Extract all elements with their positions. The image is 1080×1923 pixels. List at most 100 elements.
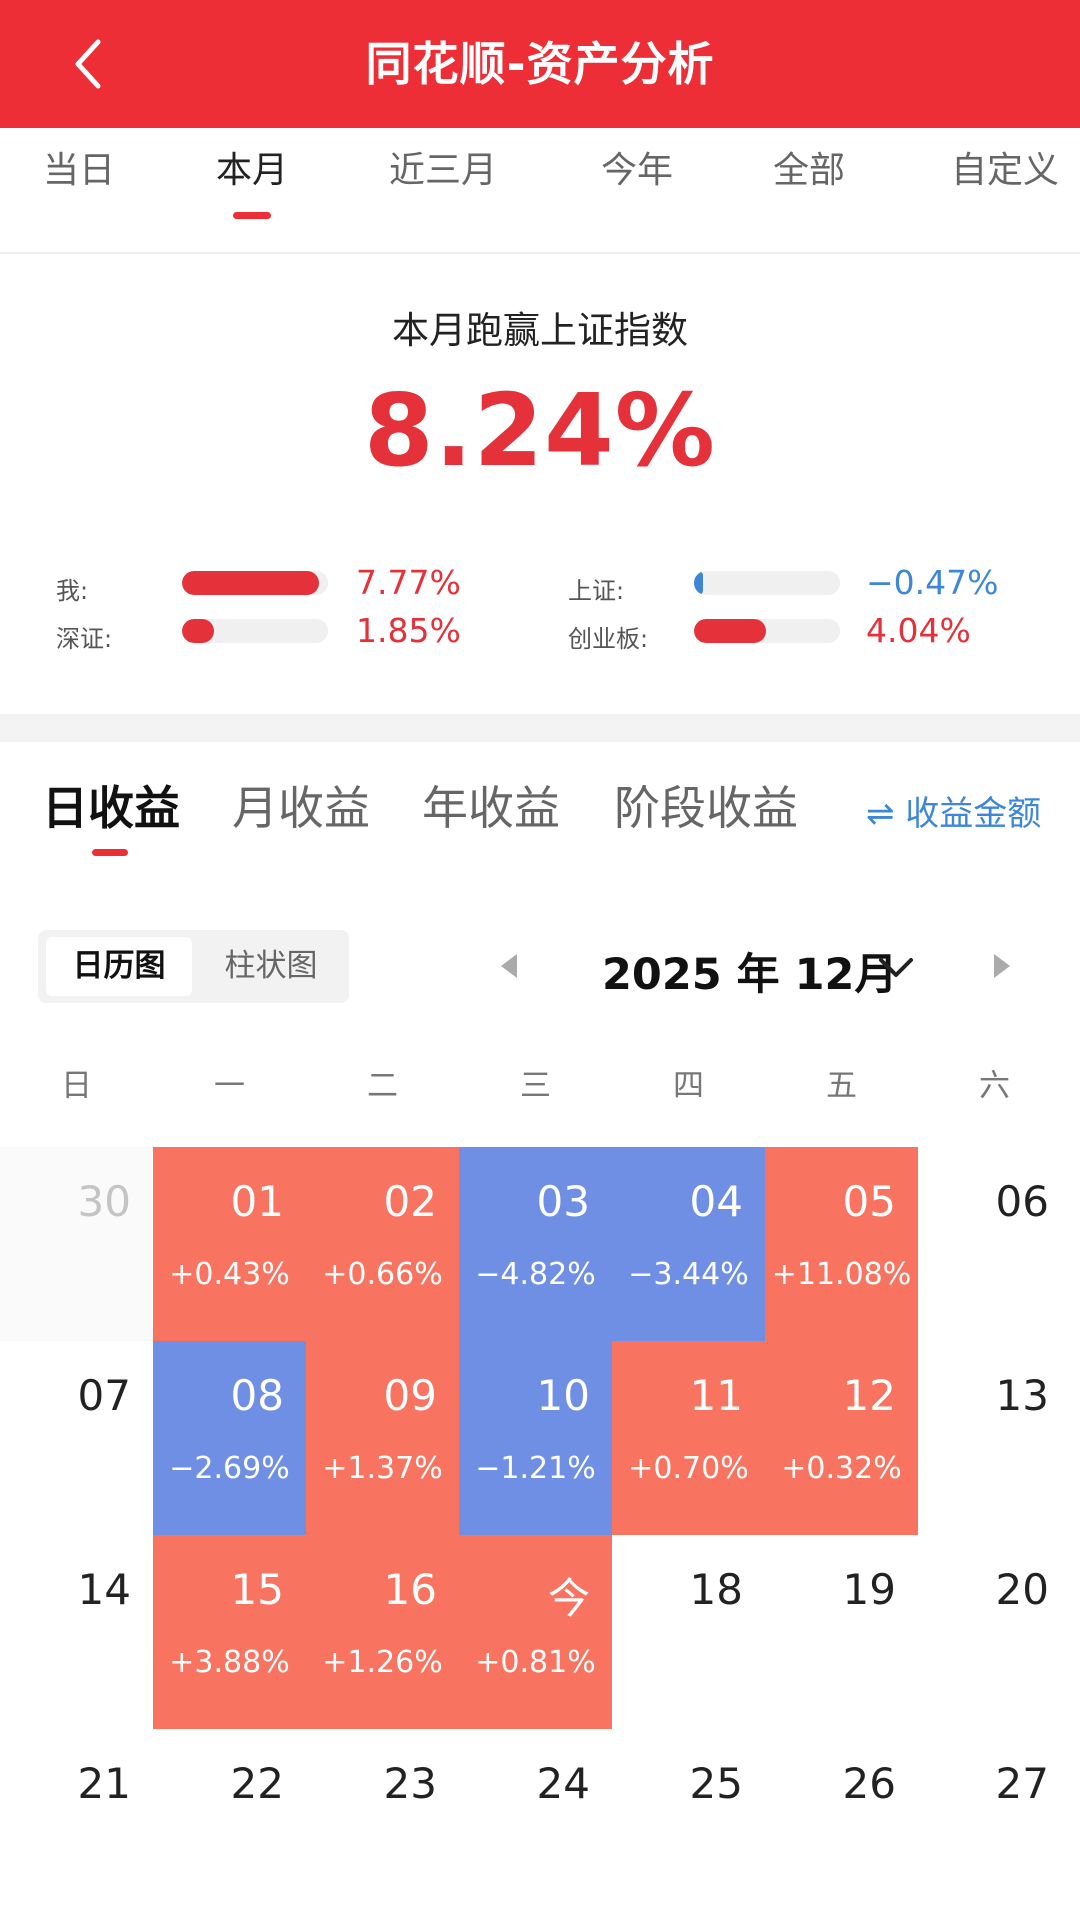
calendar-day-cell[interactable]: 09 +1.37% (306, 1341, 459, 1535)
calendar-day-number: 18 (689, 1565, 743, 1614)
bar-view-button[interactable]: 柱状图 (224, 948, 318, 984)
next-month-icon[interactable] (990, 951, 1014, 981)
weekday-mon: 一 (214, 1068, 245, 1104)
calendar-day-number: 13 (995, 1371, 1049, 1420)
weekday-thu: 四 (673, 1068, 704, 1104)
calendar-day-cell[interactable]: 18 (612, 1535, 765, 1729)
calendar-day-return: +0.66% (322, 1257, 443, 1292)
tab-daily-returns[interactable]: 日收益 (42, 781, 180, 835)
calendar-day-cell[interactable]: 今 +0.81% (459, 1535, 612, 1729)
compare-label-sz: 深证: (56, 625, 113, 653)
calendar-day-return: −3.44% (628, 1257, 749, 1292)
compare-bar-fill-cyb (694, 619, 766, 643)
page-title: 同花顺-资产分析 (365, 37, 715, 91)
calendar-day-number: 23 (383, 1759, 437, 1808)
calendar-day-cell[interactable]: 24 (459, 1729, 612, 1923)
calendar-day-number: 16 (383, 1565, 437, 1614)
calendar-day-number: 30 (77, 1177, 131, 1226)
calendar-day-cell[interactable]: 05 +11.08% (765, 1147, 918, 1341)
toggle-amount-button[interactable]: ⇌ 收益金额 (866, 794, 1042, 834)
calendar-day-cell[interactable]: 26 (765, 1729, 918, 1923)
tab-monthly-returns[interactable]: 月收益 (232, 781, 370, 835)
calendar-day-return: −4.82% (475, 1257, 596, 1292)
calendar-day-cell[interactable]: 14 (0, 1535, 153, 1729)
calendar-day-cell[interactable]: 16 +1.26% (306, 1535, 459, 1729)
compare-value-sh: −0.47% (866, 563, 999, 602)
tab-yearly-returns[interactable]: 年收益 (422, 781, 560, 835)
calendar-day-cell[interactable]: 12 +0.32% (765, 1341, 918, 1535)
calendar-day-cell[interactable]: 03 −4.82% (459, 1147, 612, 1341)
chevron-down-icon[interactable] (876, 948, 916, 988)
compare-bar-cyb (694, 619, 840, 643)
calendar-day-cell[interactable]: 13 (918, 1341, 1071, 1535)
active-tab-indicator (233, 212, 271, 219)
calendar-day-cell[interactable]: 30 (0, 1147, 153, 1341)
compare-bar-fill-me (182, 571, 320, 595)
calendar-day-return: +1.37% (322, 1451, 443, 1486)
tab-three-months[interactable]: 近三月 (388, 150, 497, 191)
prev-month-icon[interactable] (497, 951, 521, 981)
compare-bar-sz (182, 619, 328, 643)
calendar-day-number: 26 (842, 1759, 896, 1808)
calendar-day-cell[interactable]: 01 +0.43% (153, 1147, 306, 1341)
compare-label-sh: 上证: (568, 577, 625, 605)
tab-today[interactable]: 当日 (42, 150, 115, 191)
calendar-day-number: 09 (383, 1371, 437, 1420)
calendar-day-number: 22 (230, 1759, 284, 1808)
calendar-day-number: 01 (230, 1177, 284, 1226)
back-arrow-icon[interactable] (64, 36, 120, 92)
calendar-day-return: −2.69% (169, 1451, 290, 1486)
calendar-day-number: 06 (995, 1177, 1049, 1226)
calendar-day-cell[interactable]: 07 (0, 1341, 153, 1535)
calendar-day-cell[interactable]: 10 −1.21% (459, 1341, 612, 1535)
calendar-day-number: 10 (536, 1371, 590, 1420)
summary-title: 本月跑赢上证指数 (392, 309, 688, 352)
calendar-day-return: +1.26% (322, 1645, 443, 1680)
calendar-day-number: 12 (842, 1371, 896, 1420)
calendar-day-number: 14 (77, 1565, 131, 1614)
calendar-day-return: +0.32% (781, 1451, 902, 1486)
tab-custom[interactable]: 自定义 (950, 150, 1059, 191)
calendar-day-number: 20 (995, 1565, 1049, 1614)
calendar-day-number: 04 (689, 1177, 743, 1226)
calendar-day-cell[interactable]: 04 −3.44% (612, 1147, 765, 1341)
calendar-day-number: 27 (995, 1759, 1049, 1808)
calendar-day-number: 03 (536, 1177, 590, 1226)
calendar-day-cell[interactable]: 06 (918, 1147, 1071, 1341)
section-divider (0, 714, 1080, 742)
calendar-day-cell[interactable]: 02 +0.66% (306, 1147, 459, 1341)
calendar-day-number: 15 (230, 1565, 284, 1614)
calendar-day-cell[interactable]: 27 (918, 1729, 1071, 1923)
calendar-day-return: +0.81% (475, 1645, 596, 1680)
calendar-day-cell[interactable]: 21 (0, 1729, 153, 1923)
calendar-day-cell[interactable]: 20 (918, 1535, 1071, 1729)
calendar-day-number: 19 (842, 1565, 896, 1614)
calendar-day-cell[interactable]: 25 (612, 1729, 765, 1923)
calendar-day-number: 今 (547, 1574, 590, 1623)
tab-all[interactable]: 全部 (772, 150, 845, 191)
weekday-tue: 二 (367, 1068, 398, 1104)
calendar-day-cell[interactable]: 11 +0.70% (612, 1341, 765, 1535)
calendar-day-cell[interactable]: 22 (153, 1729, 306, 1923)
compare-label-me: 我: (56, 577, 89, 605)
calendar-day-return: −1.21% (475, 1451, 596, 1486)
tab-this-month[interactable]: 本月 (215, 150, 288, 191)
calendar-day-number: 11 (689, 1371, 743, 1420)
period-tabs: 当日 本月 近三月 今年 全部 自定义 (0, 128, 1080, 254)
compare-bar-me (182, 571, 328, 595)
calendar-view-button[interactable]: 日历图 (46, 937, 192, 996)
tab-this-year[interactable]: 今年 (600, 150, 673, 191)
calendar-day-cell[interactable]: 08 −2.69% (153, 1341, 306, 1535)
month-label[interactable]: 2025 年 12月 (602, 950, 898, 1000)
calendar-day-cell[interactable]: 15 +3.88% (153, 1535, 306, 1729)
calendar-day-return: +0.70% (628, 1451, 749, 1486)
calendar-day-cell[interactable]: 23 (306, 1729, 459, 1923)
calendar-day-cell[interactable]: 19 (765, 1535, 918, 1729)
calendar-day-number: 08 (230, 1371, 284, 1420)
weekday-fri: 五 (826, 1068, 857, 1104)
compare-bar-fill-sz (182, 619, 215, 643)
calendar-day-number: 21 (77, 1759, 131, 1808)
tab-stage-returns[interactable]: 阶段收益 (614, 781, 798, 835)
summary-value: 8.24% (364, 372, 716, 489)
returns-tab-indicator (92, 849, 128, 856)
